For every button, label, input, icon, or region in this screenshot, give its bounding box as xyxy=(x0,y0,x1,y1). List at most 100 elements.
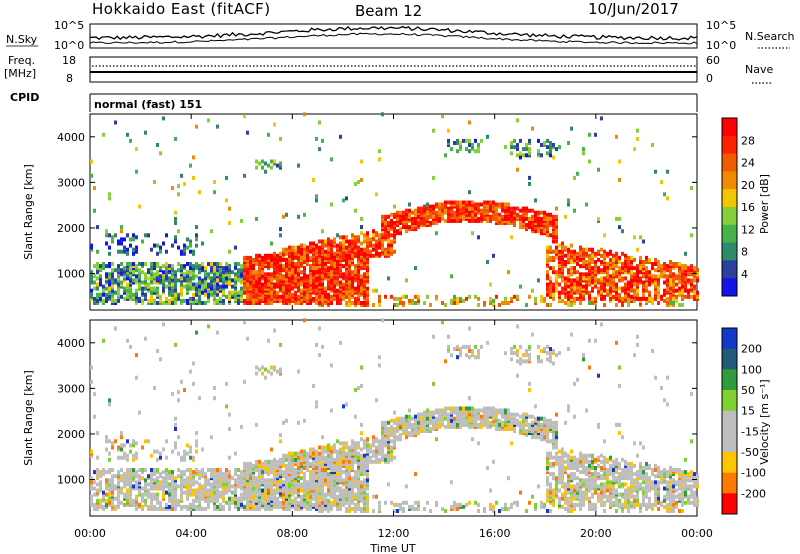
power-cell xyxy=(138,296,141,301)
power-cell xyxy=(510,206,513,211)
velocity-cell xyxy=(258,461,261,466)
power-cell xyxy=(114,233,117,238)
power-cell xyxy=(450,212,453,217)
velocity-cell xyxy=(183,388,186,392)
velocity-cell xyxy=(276,478,279,483)
power-cell xyxy=(342,288,345,293)
power-cell xyxy=(669,278,672,283)
power-cell xyxy=(624,264,627,269)
velocity-cell xyxy=(357,445,360,450)
power-cell xyxy=(438,210,441,215)
velocity-cell xyxy=(189,468,192,472)
power-cell xyxy=(147,276,150,281)
velocity-cell xyxy=(249,482,252,487)
velocity-cell xyxy=(348,509,351,513)
power-cell xyxy=(462,204,465,209)
power-cell xyxy=(111,292,114,297)
power-cell xyxy=(549,153,552,158)
power-cell xyxy=(315,292,318,297)
power-cell xyxy=(573,282,576,287)
velocity-cell xyxy=(117,480,120,485)
power-cell xyxy=(633,257,636,262)
velocity-cell xyxy=(99,498,102,503)
velocity-cell xyxy=(228,427,231,431)
velocity-cell xyxy=(156,468,159,472)
velocity-cell xyxy=(156,476,159,481)
power-cell xyxy=(393,239,396,244)
velocity-cell xyxy=(96,474,99,479)
velocity-cell xyxy=(237,496,240,501)
power-cell xyxy=(300,262,303,266)
power-cell xyxy=(201,262,204,266)
velocity-cell xyxy=(345,482,348,487)
power-cell xyxy=(168,264,171,269)
velocity-cell xyxy=(333,449,336,454)
power-cell xyxy=(315,136,318,141)
power-cell xyxy=(558,255,561,260)
velocity-cell xyxy=(192,361,195,366)
velocity-cell xyxy=(252,480,255,485)
power-cell xyxy=(600,280,603,285)
power-cell xyxy=(552,292,555,297)
power-cell xyxy=(150,288,153,293)
power-cell xyxy=(354,208,357,213)
velocity-cell xyxy=(111,490,114,495)
power-cell xyxy=(387,247,390,252)
power-cell xyxy=(105,280,108,285)
velocity-cell xyxy=(279,439,282,444)
power-cell xyxy=(663,272,666,277)
power-cell xyxy=(255,253,258,258)
velocity-cell xyxy=(282,500,285,505)
velocity-cell xyxy=(111,502,114,507)
power-cell xyxy=(264,255,267,260)
power-cell xyxy=(567,247,570,252)
power-cell xyxy=(225,175,228,180)
velocity-cell xyxy=(234,502,237,507)
power-cell xyxy=(357,292,360,297)
power-cell xyxy=(234,288,237,293)
power-cell xyxy=(363,292,366,297)
power-cell xyxy=(564,253,567,258)
velocity-cell xyxy=(159,486,162,491)
power-cell xyxy=(165,296,168,301)
power-cell xyxy=(114,278,117,283)
velocity-cell xyxy=(261,482,264,487)
power-cell xyxy=(642,274,645,279)
power-cell xyxy=(312,296,315,301)
velocity-cell xyxy=(330,507,333,511)
power-cell xyxy=(180,301,183,305)
power-cell xyxy=(225,266,228,271)
power-cell xyxy=(192,249,195,254)
power-cell xyxy=(267,298,270,303)
velocity-cell xyxy=(258,492,261,497)
velocity-cell xyxy=(366,443,369,448)
power-cell xyxy=(180,292,183,297)
velocity-cell xyxy=(309,490,312,495)
power-cell xyxy=(336,292,339,297)
power-cell xyxy=(483,200,486,205)
velocity-cell xyxy=(396,418,399,423)
power-cell xyxy=(318,120,321,125)
power-cell xyxy=(615,274,618,279)
power-colorbar-segment xyxy=(722,153,737,172)
power-cell xyxy=(558,243,561,248)
velocity-cell xyxy=(267,504,270,509)
velocity-cell xyxy=(153,478,156,483)
power-cell xyxy=(357,245,360,250)
velocity-cell xyxy=(231,476,234,481)
power-cell xyxy=(237,262,240,266)
power-cell xyxy=(513,221,516,225)
power-cell xyxy=(273,288,276,293)
power-cell xyxy=(603,249,606,254)
power-cell xyxy=(603,284,606,289)
velocity-cell xyxy=(273,478,276,483)
power-cell xyxy=(447,128,450,133)
power-cell xyxy=(537,278,540,283)
power-cell xyxy=(219,276,222,281)
power-cell xyxy=(123,272,126,277)
power-cell xyxy=(525,216,528,221)
power-cell xyxy=(465,208,468,213)
power-cell xyxy=(126,288,129,293)
power-cell xyxy=(129,237,132,242)
power-cell xyxy=(399,216,402,221)
